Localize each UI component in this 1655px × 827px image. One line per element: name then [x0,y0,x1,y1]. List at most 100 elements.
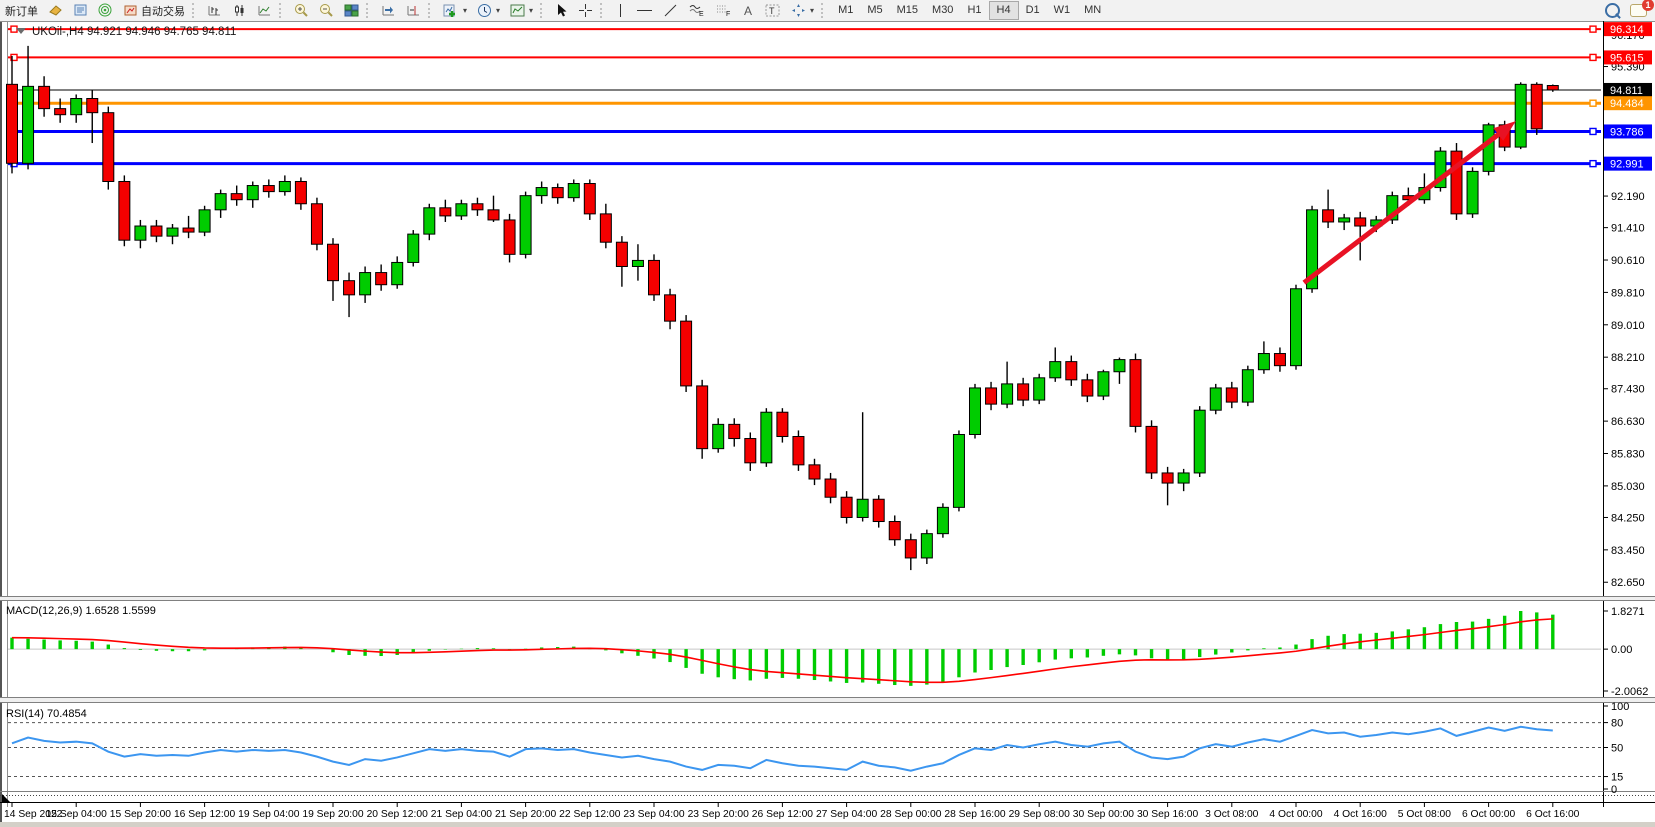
toolbar-grip [279,3,285,18]
timeframe-button-m1[interactable]: M1 [838,4,854,16]
line-chart-button[interactable] [252,0,277,21]
candlestick-chart-button[interactable] [227,0,252,21]
notifications-button[interactable]: 1 [1630,0,1654,17]
svg-text:-2.0062: -2.0062 [1611,686,1648,698]
svg-text:5 Oct 08:00: 5 Oct 08:00 [1398,809,1452,820]
svg-text:3 Oct 08:00: 3 Oct 08:00 [1205,809,1259,820]
toolbar-grip [600,3,606,18]
svg-text:89.010: 89.010 [1611,320,1645,332]
indicators-button[interactable]: ▾ [438,0,472,21]
vertical-line-icon [615,3,626,18]
svg-text:23 Sep 04:00: 23 Sep 04:00 [623,809,685,820]
periods-caret-icon: ▾ [496,6,501,15]
svg-text:88.210: 88.210 [1611,352,1645,364]
auto-scroll-button[interactable] [376,0,401,21]
svg-text:19 Sep 04:00: 19 Sep 04:00 [238,809,300,820]
data-window-icon [73,3,88,18]
svg-text:6 Oct 00:00: 6 Oct 00:00 [1462,809,1516,820]
timeframe-group: M1 M5 M15 M30 H1 H4 D1 W1 MN [831,1,1108,20]
timeframe-button-m5[interactable]: M5 [867,4,883,16]
bar-chart-button[interactable] [202,0,227,21]
chart-title: UKOil-,H4 94.921 94.946 94.765 94.811 [16,26,236,38]
price-chart[interactable]: UKOil-,H4 94.921 94.946 94.765 94.811 96.… [0,21,1655,822]
svg-text:95.615: 95.615 [1610,52,1644,64]
candles [6,45,1559,571]
tile-windows-icon [344,3,359,18]
market-watch-button[interactable] [43,0,68,21]
timeframe-button-m15[interactable]: M15 [896,4,919,16]
signal-icon [98,3,113,18]
svg-text:86.630: 86.630 [1611,416,1645,428]
zoom-out-button[interactable] [314,0,339,21]
svg-text:90.610: 90.610 [1611,255,1645,267]
panel-splitter[interactable] [0,597,1655,600]
trend-arrow[interactable] [1302,121,1516,285]
search-button[interactable] [1605,3,1620,18]
timeframe-button-d1[interactable]: D1 [1025,4,1040,16]
timeframe-button-mn[interactable]: MN [1084,4,1102,16]
timeframe-button-w1[interactable]: W1 [1053,4,1071,16]
text-icon: A [742,3,755,18]
svg-text:0.00: 0.00 [1611,644,1632,656]
tile-windows-button[interactable] [339,0,364,21]
new-order-button[interactable]: 新订单 [0,0,43,21]
timeframe-button-h1[interactable]: H1 [967,4,982,16]
fibonacci-icon: E [688,3,705,18]
templates-button[interactable]: ▾ [505,0,538,21]
toolbar-grip [428,3,434,18]
svg-text:100: 100 [1611,701,1629,713]
candlestick-icon [232,3,247,18]
text-label-button[interactable]: T [760,0,786,21]
svg-text:15: 15 [1611,772,1623,784]
main-toolbar: 新订单 自动交易 ▾ ▾ [0,0,1655,22]
svg-text:15 Sep 20:00: 15 Sep 20:00 [110,809,172,820]
template-icon [510,3,525,18]
svg-text:A: A [744,4,752,18]
arrows-button[interactable]: ▾ [786,0,819,21]
trendline-button[interactable] [658,0,683,21]
chart-shift-button[interactable] [401,0,426,21]
line-chart-icon [257,3,272,18]
svg-text:16 Sep 12:00: 16 Sep 12:00 [174,809,236,820]
fibonacci-fan-button[interactable]: F [710,0,737,21]
chart-shift-icon [406,3,421,18]
fibonacci-fan-icon: F [715,3,732,18]
svg-text:29 Sep 08:00: 29 Sep 08:00 [1009,809,1071,820]
timeframe-button-m30[interactable]: M30 [932,4,954,16]
svg-text:4 Oct 00:00: 4 Oct 00:00 [1269,809,1323,820]
svg-text:T: T [769,6,775,16]
svg-text:28 Sep 00:00: 28 Sep 00:00 [880,809,942,820]
zoom-in-button[interactable] [289,0,314,21]
rsi-label: RSI(14) 70.4854 [6,708,87,720]
auto-trading-button[interactable]: 自动交易 [118,0,190,21]
svg-text:91.410: 91.410 [1611,223,1645,235]
signals-button[interactable] [93,0,118,21]
panel-splitter[interactable] [0,698,1655,702]
svg-text:94.484: 94.484 [1610,98,1644,110]
price-axis: 96.17095.39092.19091.41090.61089.81089.0… [1603,22,1652,589]
horizontal-price-lines[interactable] [8,25,1601,168]
svg-text:19 Sep 20:00: 19 Sep 20:00 [302,809,364,820]
fibonacci-button[interactable]: E [683,0,710,21]
text-button[interactable]: A [737,0,760,21]
macd-panel: MACD(12,26,9) 1.6528 1.5599 1.8271 0.00 -2.… [6,605,1648,698]
svg-text:E: E [699,11,704,18]
periods-button[interactable]: ▾ [472,0,505,21]
notification-badge: 1 [1642,0,1654,11]
svg-text:20 Sep 12:00: 20 Sep 12:00 [367,809,429,820]
crosshair-button[interactable] [573,0,598,21]
cursor-button[interactable] [550,0,573,21]
svg-text:14 Sep 2022: 14 Sep 2022 [4,809,63,820]
svg-text:15 Sep 04:00: 15 Sep 04:00 [46,809,108,820]
svg-text:6 Oct 16:00: 6 Oct 16:00 [1526,809,1580,820]
indicators-icon [443,3,459,18]
svg-text:50: 50 [1611,743,1623,755]
timeframe-button-h4[interactable]: H4 [988,1,1019,20]
data-window-button[interactable] [68,0,93,21]
vertical-line-button[interactable] [610,0,631,21]
horizontal-line-button[interactable] [631,0,658,21]
trendline-icon [663,3,678,18]
toolbar-grip [366,3,372,18]
chart-window: UKOil-,H4 94.921 94.946 94.765 94.811 96.… [0,21,1655,822]
